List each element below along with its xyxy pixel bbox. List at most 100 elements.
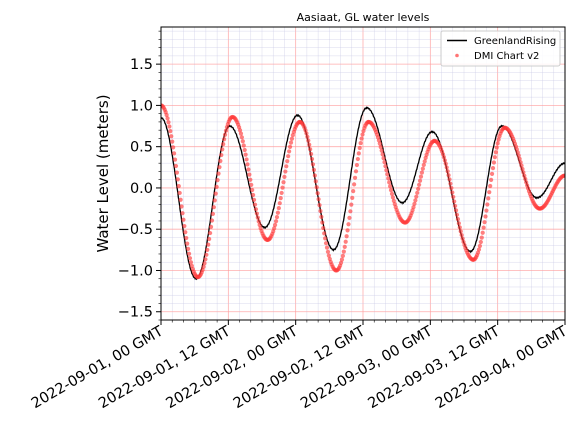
series-marker (311, 167, 316, 172)
series-marker (173, 163, 179, 169)
series-marker (411, 205, 416, 210)
series-marker (207, 236, 212, 242)
series-marker (304, 131, 309, 136)
series-marker (416, 186, 421, 191)
series-marker (203, 257, 208, 262)
series-marker (458, 229, 463, 234)
series-marker (171, 145, 176, 150)
series-marker (215, 178, 220, 183)
series-marker (182, 223, 187, 229)
series-marker (176, 184, 181, 189)
series-marker (177, 190, 182, 196)
series-marker (488, 183, 493, 189)
series-marker (357, 145, 362, 151)
series-marker (201, 264, 206, 270)
series-marker (421, 162, 426, 168)
series-marker (420, 166, 425, 171)
series-marker (164, 112, 169, 118)
legend-label-dmi-chart-v2: DMI Chart v2 (474, 51, 539, 62)
series-marker (257, 222, 262, 228)
series-marker (272, 222, 278, 228)
series-marker (281, 180, 286, 185)
series-marker (181, 217, 186, 222)
series-marker (208, 230, 213, 236)
series-marker (344, 234, 349, 239)
series-marker (175, 177, 180, 182)
series-marker (250, 187, 255, 193)
series-marker (248, 177, 253, 182)
series-marker (494, 145, 499, 150)
series-marker (517, 156, 522, 161)
series-marker (307, 142, 312, 147)
series-marker (252, 202, 258, 207)
series-marker (457, 225, 462, 230)
series-marker (240, 139, 245, 144)
series-marker (343, 239, 348, 244)
series-marker (325, 249, 331, 254)
series-marker (208, 224, 214, 229)
series-marker (448, 181, 453, 186)
series-marker (185, 241, 190, 246)
series-marker (323, 236, 328, 241)
series-marker (241, 143, 246, 148)
series-marker (453, 203, 458, 209)
series-marker (321, 225, 326, 231)
series-marker (169, 134, 174, 139)
series-marker (278, 196, 283, 201)
series-marker (178, 197, 183, 202)
series-marker (202, 261, 207, 266)
series-marker (477, 243, 482, 249)
series-marker (460, 236, 465, 241)
series-marker (415, 190, 420, 195)
series-marker (184, 235, 189, 241)
series-marker (346, 222, 351, 227)
series-marker (305, 134, 310, 139)
series-dmi-chart-v2 (161, 103, 565, 280)
series-marker (495, 141, 500, 146)
series-marker (478, 239, 483, 245)
series-marker (417, 178, 423, 183)
series-marker (249, 182, 254, 187)
series-marker (483, 214, 488, 219)
series-marker (273, 219, 279, 224)
series-marker (349, 202, 354, 207)
series-marker (490, 166, 496, 171)
y-axis-label: Water Level (meters) (94, 94, 112, 252)
series-marker (186, 246, 191, 251)
series-marker (276, 205, 281, 211)
series-marker (251, 197, 257, 202)
series-marker (485, 202, 490, 207)
series-marker (481, 225, 486, 230)
series-marker (326, 253, 331, 258)
series-marker (322, 231, 327, 236)
series-marker (212, 198, 217, 203)
series-marker (279, 190, 284, 196)
series-marker (187, 256, 193, 261)
series-marker (492, 155, 497, 160)
series-marker (285, 159, 290, 164)
y-tick-label: 0.5 (130, 140, 153, 156)
series-marker (238, 131, 244, 136)
series-marker (523, 176, 528, 182)
series-marker (385, 172, 390, 177)
series-marker (451, 194, 456, 200)
series-marker (519, 163, 524, 168)
series-marker (449, 185, 454, 191)
series-marker (355, 156, 360, 162)
series-marker (186, 251, 192, 256)
series-marker (482, 220, 487, 225)
series-marker (219, 152, 224, 158)
series-marker (183, 230, 188, 235)
series-marker (496, 137, 501, 142)
series-marker (251, 192, 256, 198)
series-marker (353, 169, 359, 174)
series-marker (277, 201, 282, 206)
series-marker (287, 149, 292, 154)
series-marker (213, 191, 218, 196)
series-marker (306, 138, 311, 143)
series-marker (476, 247, 482, 252)
series-marker (350, 195, 355, 200)
series-marker (275, 210, 280, 215)
series-marker (414, 194, 419, 199)
series-marker (254, 211, 259, 216)
